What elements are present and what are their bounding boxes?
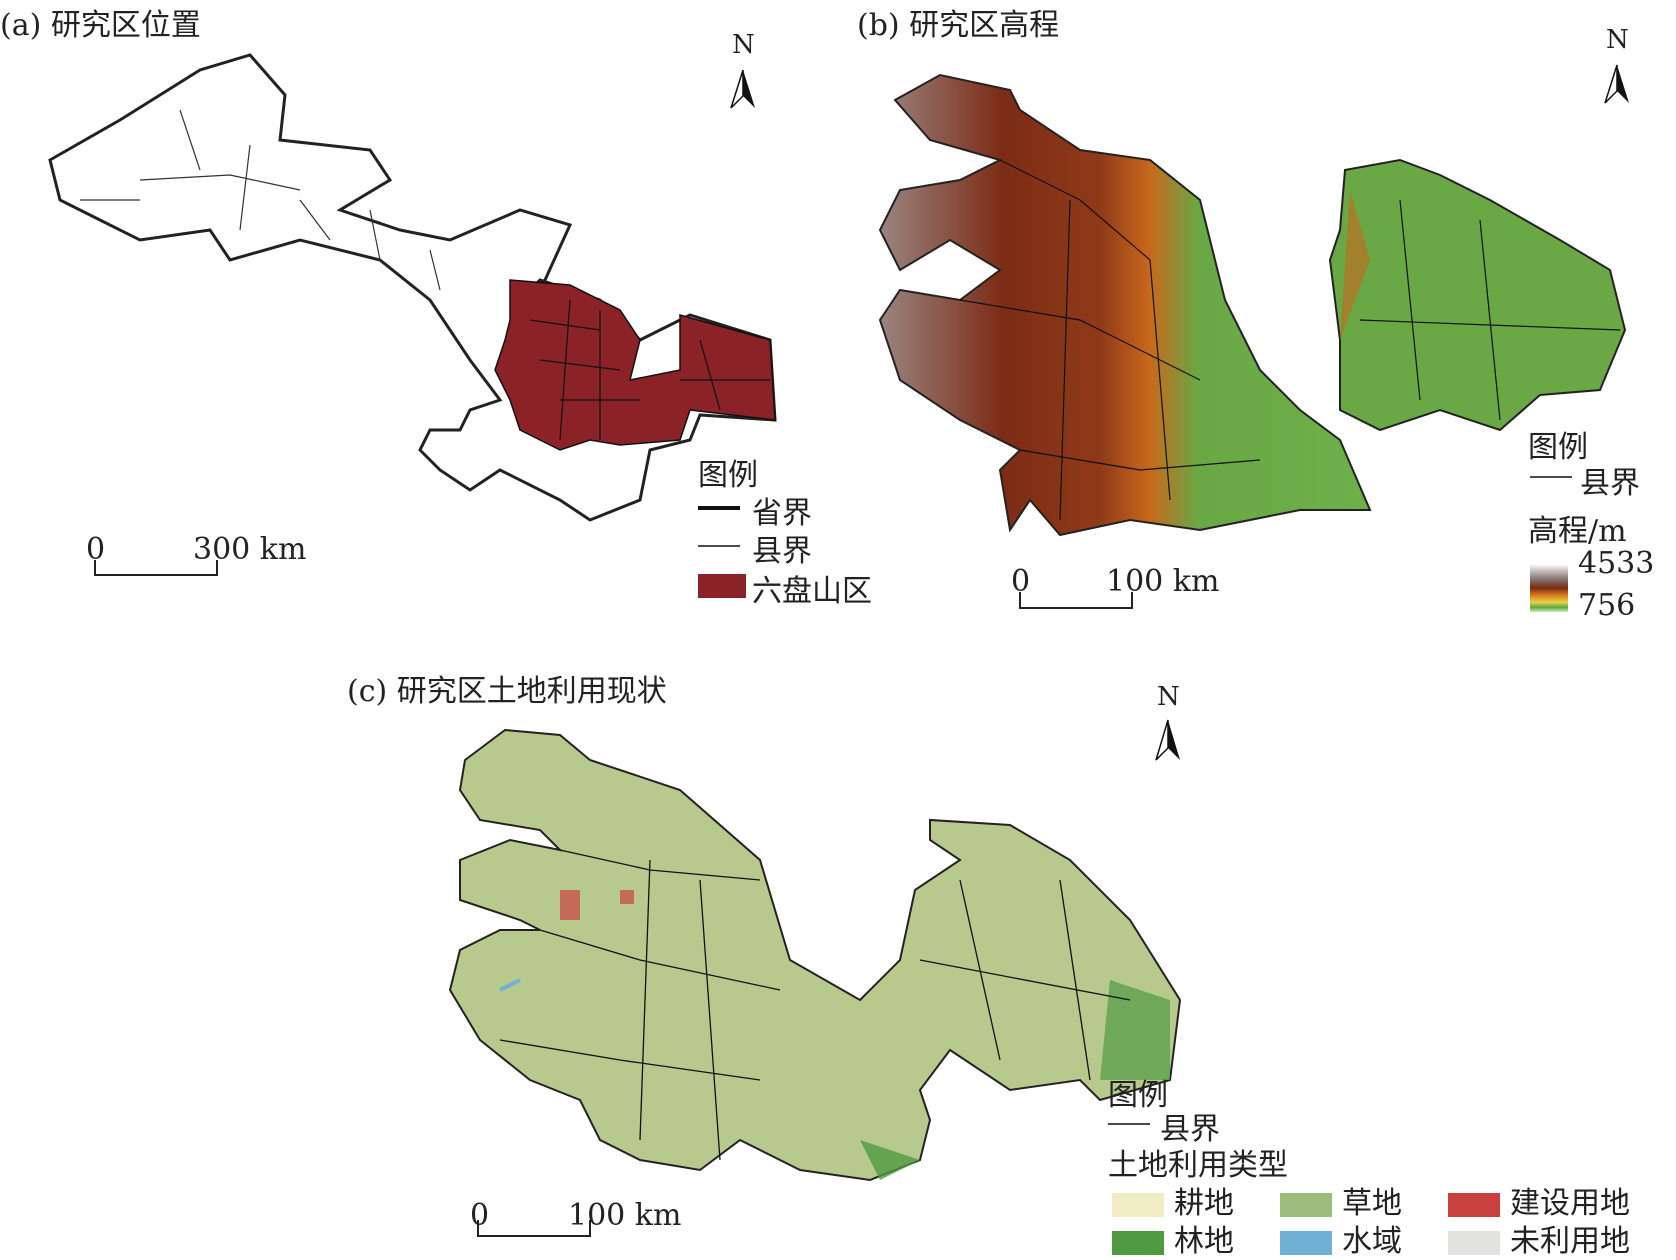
panel-c-title: (c) 研究区土地利用现状 (347, 674, 667, 709)
scale-start: 0 (86, 532, 106, 567)
scale-end: 300 km (193, 532, 307, 567)
legend-label: 县界 (752, 534, 812, 569)
classes-title: 土地利用类型 (1108, 1148, 1288, 1183)
legend-label: 县界 (1160, 1112, 1220, 1147)
legend-title: 图例 (1528, 430, 1588, 465)
legend-liupan-swatch (698, 574, 746, 598)
ramp-min: 756 (1578, 588, 1636, 623)
scale-bar-a (94, 560, 218, 576)
legend-class: 草地 (1280, 1178, 1402, 1222)
legend-label: 六盘山区 (752, 574, 872, 609)
legend-class: 建设用地 (1448, 1178, 1630, 1222)
land-use-map (448, 728, 1182, 1182)
north-arrow-icon (730, 69, 755, 109)
scale-bar-b (1019, 592, 1133, 609)
scale-start: 0 (1011, 564, 1031, 599)
legend-class: 未利用地 (1448, 1216, 1630, 1260)
legend-class: 耕地 (1112, 1178, 1234, 1222)
province-map-outline (48, 53, 777, 522)
north-label: N (1157, 682, 1180, 712)
elevation-map (878, 73, 1627, 537)
north-label: N (732, 30, 755, 60)
panel-b-title: (b) 研究区高程 (857, 8, 1060, 43)
scale-bar-c (477, 1220, 591, 1237)
scale-end: 100 km (1106, 564, 1220, 599)
elevation-color-ramp (1530, 564, 1568, 612)
legend-label: 省界 (752, 496, 812, 531)
scale-end: 100 km (568, 1198, 682, 1233)
ramp-title: 高程/m (1528, 514, 1627, 549)
legend-title: 图例 (1108, 1078, 1168, 1113)
legend-class: 林地 (1112, 1216, 1234, 1260)
legend-title: 图例 (698, 458, 758, 493)
liupan-region (494, 279, 776, 451)
panel-a-title: (a) 研究区位置 (0, 8, 201, 43)
north-label: N (1606, 25, 1629, 55)
north-arrow-icon (1155, 719, 1180, 761)
scale-start: 0 (470, 1198, 490, 1233)
legend-label: 县界 (1580, 466, 1640, 501)
north-arrow-icon (1604, 64, 1629, 104)
legend-class: 水域 (1280, 1216, 1402, 1260)
ramp-max: 4533 (1578, 546, 1655, 581)
